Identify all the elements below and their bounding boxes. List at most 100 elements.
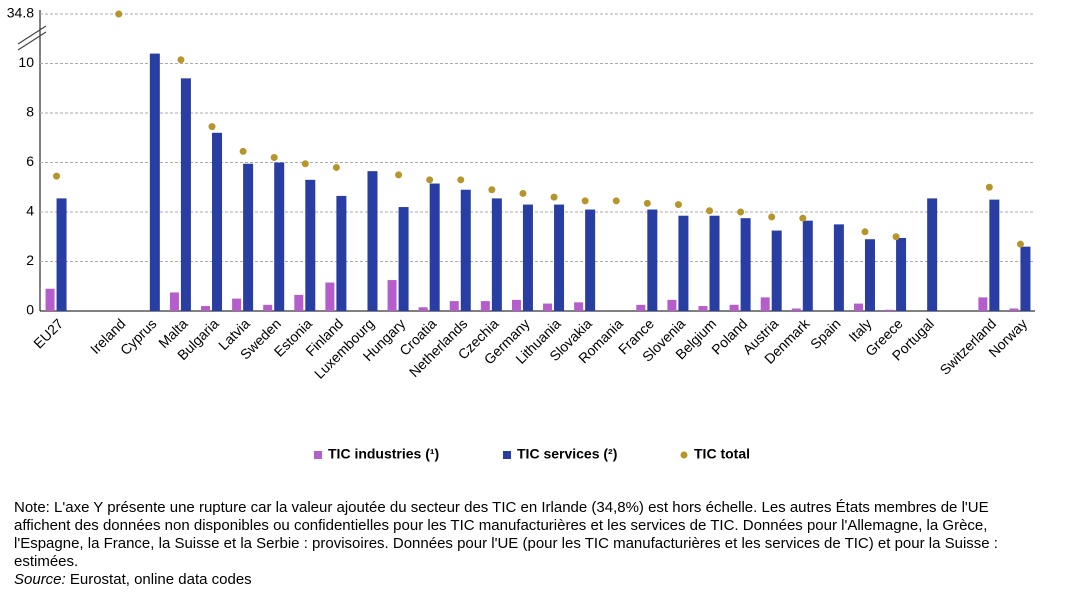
bar [398,207,409,311]
bar [491,198,502,311]
legend-marker [680,451,688,459]
dot [737,208,745,216]
dot [768,213,776,221]
bar [585,209,596,311]
bar [978,297,988,311]
bar [802,220,813,311]
dot [177,56,185,64]
bar [243,163,254,311]
x-tick-label: EU27 [30,315,66,351]
bar [864,239,875,311]
y-tick-label: 4 [26,203,34,219]
bar [387,280,397,311]
bar [522,204,533,311]
bar [180,78,191,311]
bar [305,179,316,311]
bar [927,198,938,311]
source-text: Eurostat, online data codes [69,571,252,588]
source-label: Source: [14,571,66,588]
dot [457,176,465,184]
y-tick-label: 10 [18,54,34,70]
x-tick-label: Spain [807,315,844,352]
legend-marker [314,451,322,459]
y-tick-label: 0 [26,302,34,318]
axis-break [17,25,47,51]
bar [1009,308,1019,311]
bar [709,215,720,311]
bar [989,199,1000,311]
bar [678,215,689,311]
dot [799,214,807,222]
dot [395,171,403,179]
bar [885,309,895,311]
bar [853,303,863,311]
legend-marker [503,451,511,459]
dot [332,163,340,171]
bar [636,304,646,311]
dot [550,193,558,201]
bar [667,299,677,311]
y-tick-label: 2 [26,252,34,268]
bar [896,237,907,311]
legend-label: TIC industries (¹) [328,446,439,462]
dot [985,183,993,191]
dot [612,197,620,205]
bar [418,307,428,311]
dot [674,201,682,209]
bar [740,218,751,311]
bar [294,294,304,311]
dot [53,172,61,180]
bar [263,304,273,311]
bar [56,198,67,311]
bar [771,230,782,311]
bar [760,297,770,311]
bar [45,288,55,311]
bar [212,132,223,311]
bar [232,298,242,311]
dot [581,197,589,205]
bar [169,292,179,311]
dot [643,199,651,207]
source: Source: Eurostat, online data codes [14,571,1049,589]
dot [301,160,309,168]
bar [791,308,801,311]
bar [367,171,378,311]
dot [488,186,496,194]
bar [429,183,440,311]
bar [325,282,335,311]
bar [698,306,708,311]
note-text: Note: L'axe Y présente une rupture car l… [14,499,998,570]
bar [201,306,211,311]
dot [239,147,247,155]
y-tick-label: 8 [26,104,34,120]
note: Note: L'axe Y présente une rupture car l… [14,499,1049,589]
bar [1020,246,1031,311]
dot [1016,240,1024,248]
y-tick-label: 34.8 [7,5,34,21]
bar [336,195,347,311]
dot [706,207,714,215]
bar [480,301,490,311]
dot [270,154,278,162]
dot [519,189,527,197]
bar [511,299,521,311]
dot [861,228,869,236]
dot [426,176,434,184]
bar [833,224,844,311]
bar [460,189,471,311]
bar [149,53,160,311]
bar [274,162,285,311]
legend-label: TIC total [694,446,750,462]
bar [543,303,553,311]
bar [574,302,584,311]
dot [892,233,900,241]
bar [554,204,565,311]
bar [729,304,739,311]
dot [208,123,216,131]
y-tick-label: 6 [26,153,34,169]
bar [647,209,658,311]
dot [115,10,123,18]
bar [449,301,459,311]
